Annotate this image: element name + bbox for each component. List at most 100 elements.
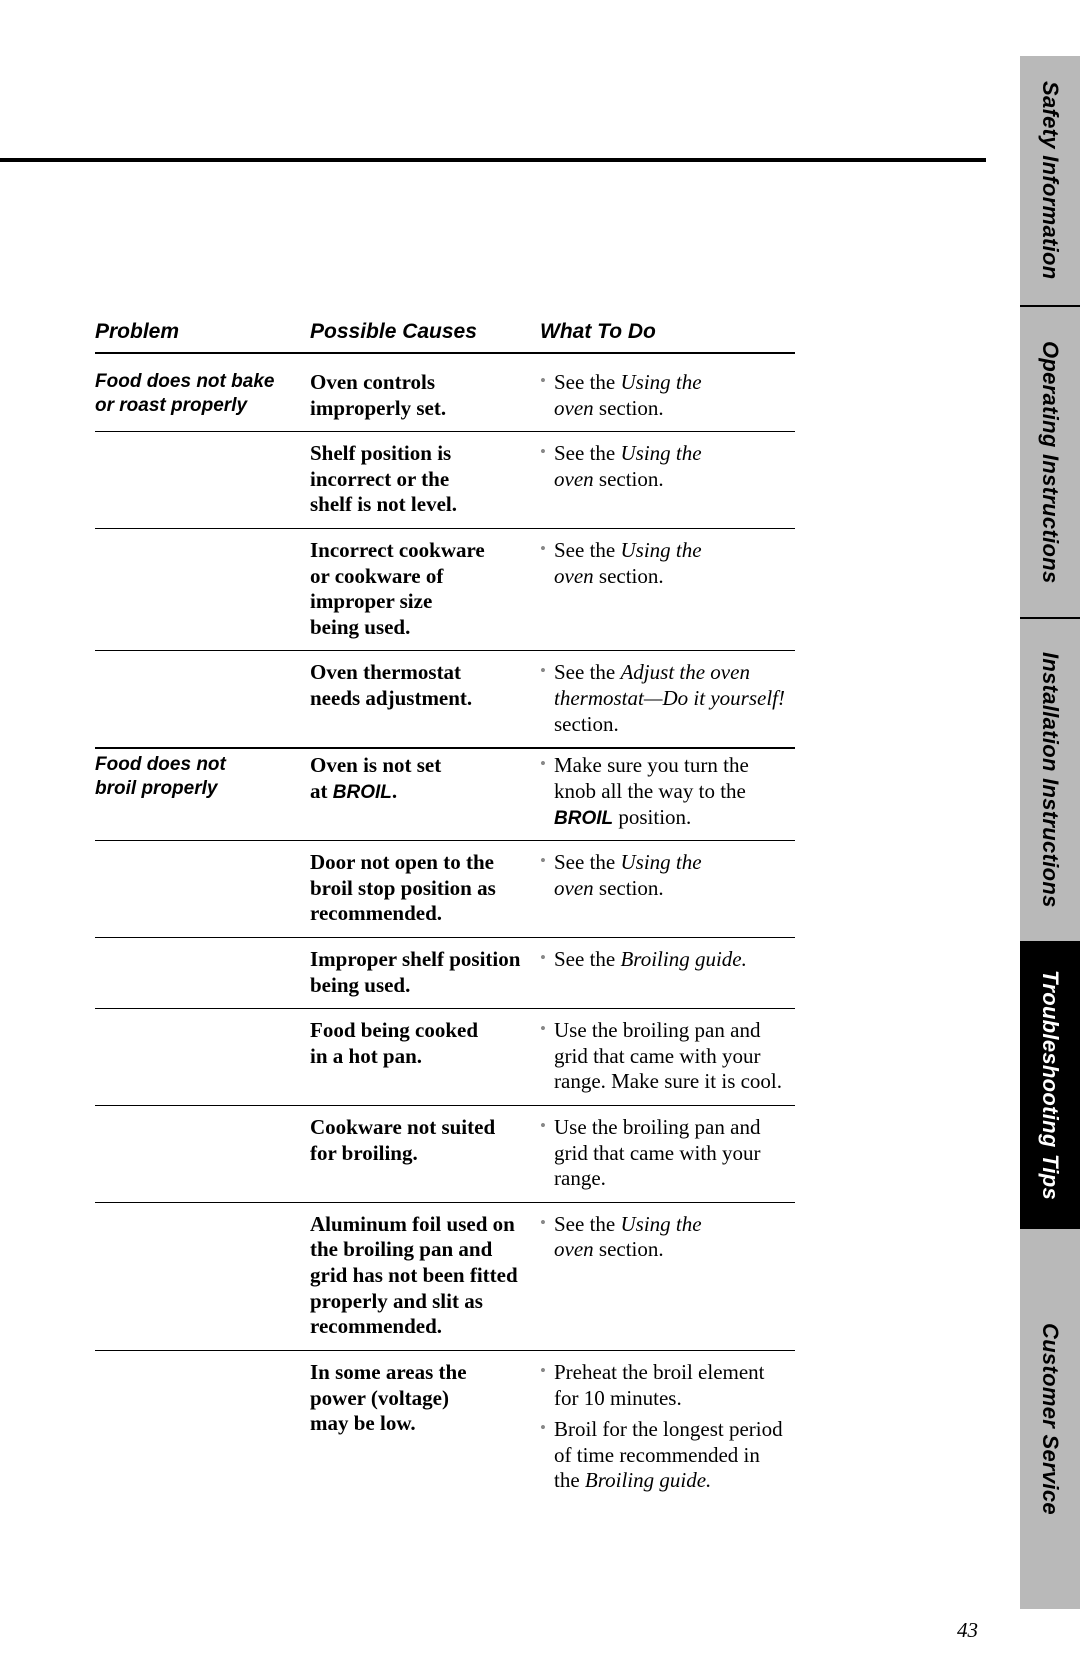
- todo-text: See the Broiling guide.: [554, 947, 795, 973]
- todo-item: •Use the broiling pan andgrid that came …: [540, 1115, 795, 1192]
- cause-text: Oven thermostatneeds adjustment.: [310, 660, 522, 711]
- problem-group: Food does not bakeor roast properlyOven …: [95, 366, 795, 749]
- todo-text: See the Using theoven section.: [554, 370, 795, 421]
- top-horizontal-rule: [0, 158, 986, 162]
- problem-cell: [95, 850, 310, 927]
- cause-text: Improper shelf positionbeing used.: [310, 947, 522, 998]
- bullet-icon: •: [540, 850, 554, 901]
- cause-text: Incorrect cookwareor cookware ofimproper…: [310, 538, 522, 640]
- problem-label: Food does notbroil properly: [95, 753, 310, 801]
- bullet-icon: •: [540, 1018, 554, 1095]
- todo-cell: •See the Broiling guide.: [540, 947, 795, 998]
- cause-row: In some areas thepower (voltage)may be l…: [95, 1351, 795, 1504]
- table-header-row: Problem Possible Causes What To Do: [95, 320, 795, 354]
- manual-page: Problem Possible Causes What To Do Food …: [0, 0, 1080, 1669]
- header-todo: What To Do: [540, 320, 795, 344]
- cause-cell: Aluminum foil used onthe broiling pan an…: [310, 1212, 540, 1340]
- cause-text: Shelf position isincorrect or theshelf i…: [310, 441, 522, 518]
- cause-cell: Cookware not suitedfor broiling.: [310, 1115, 540, 1192]
- cause-text: Oven controlsimproperly set.: [310, 370, 522, 421]
- todo-text: See the Using theoven section.: [554, 1212, 795, 1263]
- problem-label: Food does not bakeor roast properly: [95, 370, 310, 418]
- cause-text: Door not open to thebroil stop position …: [310, 850, 522, 927]
- todo-cell: •Use the broiling pan andgrid that came …: [540, 1115, 795, 1192]
- side-tab-separator: [1020, 305, 1080, 307]
- todo-cell: •Make sure you turn theknob all the way …: [540, 753, 795, 830]
- troubleshooting-table: Problem Possible Causes What To Do Food …: [95, 320, 795, 1504]
- todo-item: •See the Using theoven section.: [540, 370, 795, 421]
- bullet-icon: •: [540, 1212, 554, 1263]
- bullet-icon: •: [540, 370, 554, 421]
- side-tab-separator: [1020, 1227, 1080, 1229]
- side-tab: Installation Instructions: [1020, 619, 1080, 941]
- side-tab: Troubleshooting Tips: [1020, 943, 1080, 1227]
- cause-cell: Oven is not setat BROIL.: [310, 753, 540, 830]
- todo-text: Use the broiling pan andgrid that came w…: [554, 1018, 795, 1095]
- bullet-icon: •: [540, 1115, 554, 1192]
- problem-cell: [95, 1115, 310, 1192]
- side-tab: Operating Instructions: [1020, 307, 1080, 617]
- cause-cell: Oven thermostatneeds adjustment.: [310, 660, 540, 737]
- header-problem: Problem: [95, 320, 310, 344]
- cause-text: Cookware not suitedfor broiling.: [310, 1115, 522, 1166]
- bullet-icon: •: [540, 1360, 554, 1411]
- cause-cell: In some areas thepower (voltage)may be l…: [310, 1360, 540, 1494]
- todo-text: Preheat the broil elementfor 10 minutes.: [554, 1360, 795, 1411]
- cause-text: In some areas thepower (voltage)may be l…: [310, 1360, 522, 1437]
- cause-cell: Oven controlsimproperly set.: [310, 370, 540, 421]
- side-tab: Customer Service: [1020, 1229, 1080, 1609]
- cause-row: Aluminum foil used onthe broiling pan an…: [95, 1203, 795, 1351]
- problem-cell: [95, 1360, 310, 1494]
- cause-text: Aluminum foil used onthe broiling pan an…: [310, 1212, 522, 1340]
- side-tab-separator: [1020, 941, 1080, 943]
- problem-group: Food does notbroil properlyOven is not s…: [95, 749, 795, 1504]
- problem-cell: [95, 441, 310, 518]
- todo-text: See the Adjust the oventhermostat—Do it …: [554, 660, 795, 737]
- todo-item: •Make sure you turn theknob all the way …: [540, 753, 795, 830]
- problem-cell: [95, 947, 310, 998]
- todo-item: •See the Using theoven section.: [540, 1212, 795, 1263]
- cause-cell: Door not open to thebroil stop position …: [310, 850, 540, 927]
- todo-item: •Preheat the broil elementfor 10 minutes…: [540, 1360, 795, 1411]
- side-tab-strip: Safety InformationOperating Instructions…: [1020, 0, 1080, 1669]
- cause-text: Food being cookedin a hot pan.: [310, 1018, 522, 1069]
- cause-row: Cookware not suitedfor broiling. •Use the…: [95, 1106, 795, 1203]
- problem-cell: Food does notbroil properly: [95, 753, 310, 830]
- problem-cell: [95, 660, 310, 737]
- cause-row: Shelf position isincorrect or theshelf i…: [95, 432, 795, 529]
- bullet-icon: •: [540, 1417, 554, 1494]
- side-tab-separator: [1020, 617, 1080, 619]
- todo-text: Make sure you turn theknob all the way t…: [554, 753, 795, 830]
- todo-item: •See the Adjust the oventhermostat—Do it…: [540, 660, 795, 737]
- problem-cell: [95, 538, 310, 640]
- cause-cell: Improper shelf positionbeing used.: [310, 947, 540, 998]
- todo-cell: •Use the broiling pan andgrid that came …: [540, 1018, 795, 1095]
- problem-cell: [95, 1212, 310, 1340]
- todo-cell: •See the Using theoven section.: [540, 1212, 795, 1340]
- cause-row: Food does not bakeor roast properlyOven …: [95, 366, 795, 432]
- todo-item: •Use the broiling pan andgrid that came …: [540, 1018, 795, 1095]
- content-area: Problem Possible Causes What To Do Food …: [0, 0, 1020, 1669]
- todo-item: •See the Using theoven section.: [540, 441, 795, 492]
- cause-row: Food being cookedin a hot pan. •Use the b…: [95, 1009, 795, 1106]
- cause-row: Food does notbroil properlyOven is not s…: [95, 749, 795, 841]
- cause-row: Improper shelf positionbeing used. •See t…: [95, 938, 795, 1009]
- cause-row: Oven thermostatneeds adjustment. •See the…: [95, 651, 795, 747]
- todo-text: Broil for the longest periodof time reco…: [554, 1417, 795, 1494]
- todo-cell: •See the Using theoven section.: [540, 441, 795, 518]
- cause-row: Incorrect cookwareor cookware ofimproper…: [95, 529, 795, 651]
- cause-text: Oven is not setat BROIL.: [310, 753, 522, 804]
- todo-item: •See the Using theoven section.: [540, 850, 795, 901]
- todo-text: Use the broiling pan andgrid that came w…: [554, 1115, 795, 1192]
- bullet-icon: •: [540, 947, 554, 973]
- page-number: 43: [957, 1618, 978, 1643]
- cause-cell: Shelf position isincorrect or theshelf i…: [310, 441, 540, 518]
- todo-text: See the Using theoven section.: [554, 850, 795, 901]
- todo-item: •See the Using theoven section.: [540, 538, 795, 589]
- bullet-icon: •: [540, 441, 554, 492]
- todo-cell: •See the Using theoven section.: [540, 370, 795, 421]
- todo-text: See the Using theoven section.: [554, 538, 795, 589]
- todo-cell: •See the Using theoven section.: [540, 850, 795, 927]
- problem-cell: Food does not bakeor roast properly: [95, 370, 310, 421]
- todo-cell: •See the Adjust the oventhermostat—Do it…: [540, 660, 795, 737]
